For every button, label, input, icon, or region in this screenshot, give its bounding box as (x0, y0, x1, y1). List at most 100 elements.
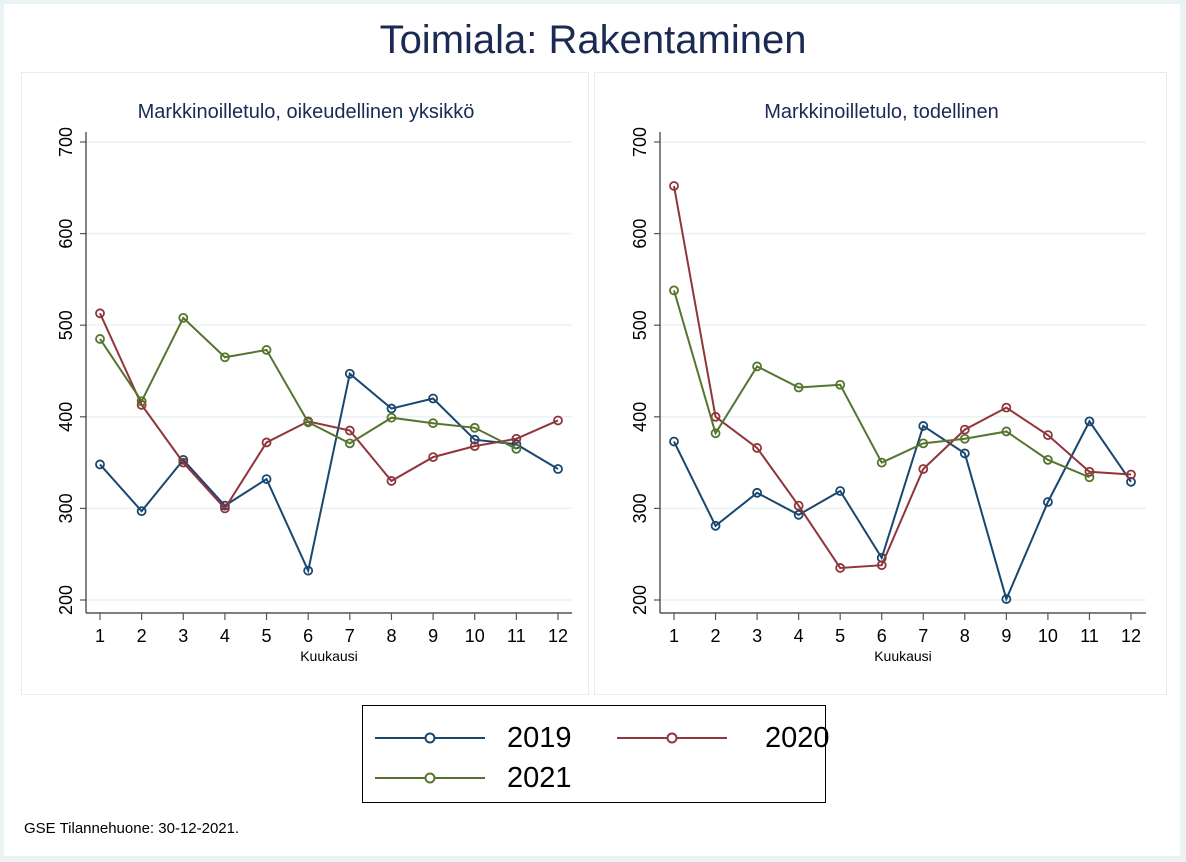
data-point-2019 (136, 506, 147, 517)
x-tick-label: 12 (1121, 626, 1141, 646)
legend-marker (666, 732, 678, 744)
y-tick-label: 200 (56, 585, 76, 615)
y-tick-label: 300 (630, 493, 650, 523)
data-point-2021 (261, 345, 272, 355)
data-point-2020 (835, 563, 846, 573)
x-tick-label: 4 (220, 626, 230, 646)
data-point-2020 (1043, 430, 1053, 441)
data-point-2021 (220, 352, 230, 363)
data-point-2021 (876, 457, 887, 468)
data-point-2020 (793, 500, 804, 511)
data-point-2020 (386, 476, 397, 486)
data-point-2019 (793, 509, 804, 520)
x-tick-label: 11 (1080, 626, 1099, 646)
data-point-2021 (95, 334, 105, 344)
legend-marker (424, 732, 436, 744)
data-point-2020 (428, 452, 438, 463)
data-point-2019 (669, 436, 679, 447)
y-tick-label: 300 (56, 493, 76, 523)
data-point-2020 (469, 441, 480, 452)
x-tick-label: 3 (752, 626, 762, 646)
series-line-2019 (673, 419, 1132, 603)
chart-title: Markkinoilletulo, oikeudellinen yksikkö (138, 101, 475, 123)
legend-item-2021: 2021 (373, 760, 572, 796)
x-tick-label: 6 (303, 626, 313, 646)
legend-label-2019: 2019 (507, 721, 572, 754)
data-point-2020 (261, 437, 272, 448)
y-tick-label: 700 (56, 127, 76, 157)
data-point-2021 (1084, 472, 1095, 483)
panel-left: Markkinoilletulo, oikeudellinen yksikkö 2… (21, 72, 589, 695)
x-tick-label: 7 (918, 626, 928, 646)
y-tick-label: 500 (56, 310, 76, 340)
legend-item-2020: 2020 (615, 720, 830, 756)
data-point-2019 (386, 403, 397, 414)
x-tick-label: 8 (960, 626, 970, 646)
data-point-2020 (220, 503, 230, 514)
series-line-2020 (99, 312, 559, 511)
series-line-2021 (673, 290, 1090, 479)
data-point-2020 (752, 443, 762, 453)
data-point-2021 (835, 379, 846, 390)
data-point-2021 (918, 438, 929, 449)
series-line-2020 (673, 185, 1132, 569)
data-point-2021 (178, 312, 189, 323)
data-point-2020 (553, 415, 563, 426)
data-point-2019 (553, 464, 563, 474)
data-point-2021 (669, 285, 679, 296)
chart-left: Markkinoilletulo, oikeudellinen yksikkö 2… (56, 101, 572, 664)
data-point-2020 (344, 425, 355, 436)
data-point-2019 (918, 421, 929, 431)
x-tick-label: 2 (137, 626, 147, 646)
data-point-2020 (669, 181, 679, 191)
y-tick-label: 400 (56, 402, 76, 432)
data-point-2020 (1126, 469, 1136, 480)
x-tick-label: 3 (178, 626, 188, 646)
data-point-2020 (876, 560, 887, 571)
x-tick-label: 5 (262, 626, 272, 646)
data-point-2021 (469, 422, 480, 433)
footer-note: GSE Tilannehuone: 30-12-2021. (24, 820, 240, 837)
data-point-2019 (1001, 594, 1012, 604)
y-tick-label: 200 (630, 585, 650, 615)
data-point-2019 (469, 434, 480, 445)
y-tick-label: 600 (56, 219, 76, 249)
series-line-2019 (99, 371, 559, 574)
data-point-2020 (1001, 402, 1012, 413)
x-tick-label: 4 (794, 626, 804, 646)
main-title: Toimiala: Rakentaminen (379, 18, 807, 62)
legend: 2019 2020 2021 (362, 705, 830, 803)
data-point-2020 (95, 308, 105, 319)
data-point-2020 (959, 424, 970, 435)
legend-swatch-2019 (375, 732, 485, 744)
data-point-2019 (835, 486, 846, 496)
chart-title: Markkinoilletulo, todellinen (764, 101, 999, 123)
panel-right: Markkinoilletulo, todellinen 200 300 400 500… (594, 72, 1167, 695)
x-tick-label: 6 (877, 626, 887, 646)
data-point-2019 (344, 368, 355, 379)
x-tick-label: 1 (669, 626, 679, 646)
data-point-2021 (136, 396, 147, 407)
data-point-2019 (261, 474, 272, 484)
data-point-2021 (303, 417, 314, 428)
data-point-2021 (344, 438, 355, 449)
x-tick-label: 1 (95, 626, 105, 646)
data-point-2021 (1001, 426, 1012, 437)
data-point-2019 (428, 393, 438, 404)
data-point-2020 (918, 464, 929, 474)
legend-item-2019: 2019 (373, 720, 572, 756)
data-point-2019 (95, 459, 105, 470)
legend-swatch-2021 (375, 772, 485, 784)
data-point-2021 (959, 433, 970, 444)
data-point-2021 (793, 382, 804, 393)
data-point-2020 (1084, 466, 1095, 477)
series-line-2021 (99, 316, 517, 450)
data-point-2021 (511, 443, 522, 454)
chart-right: Markkinoilletulo, todellinen 200 300 400 500… (630, 101, 1146, 664)
data-point-2019 (1084, 416, 1095, 427)
data-point-2019 (959, 448, 970, 459)
y-tick-label: 400 (630, 402, 650, 432)
legend-swatch-2020 (617, 732, 727, 744)
x-tick-label: 10 (1038, 626, 1058, 646)
x-tick-label: 12 (548, 626, 568, 646)
